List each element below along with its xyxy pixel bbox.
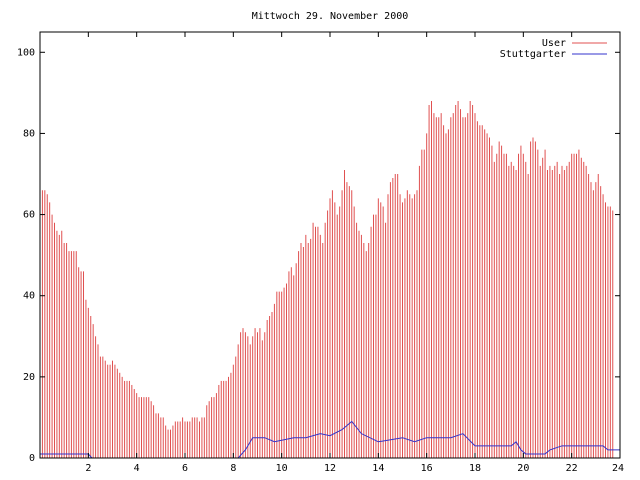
x-tick-label: 12	[324, 463, 336, 474]
y-tick-label: 40	[23, 291, 35, 302]
legend-label-stuttgarter: Stuttgarter	[500, 49, 566, 60]
legend: User Stuttgarter	[500, 38, 607, 60]
y-axis: 0 20 40 60 80 100	[17, 47, 620, 464]
x-tick-label: 24	[612, 463, 624, 474]
chart-title: Mittwoch 29. November 2000	[252, 11, 409, 22]
x-tick-label: 18	[469, 463, 481, 474]
x-axis: 2 4 6 8 10 12 14 16 18 20 22 24	[85, 32, 624, 474]
x-tick-label: 14	[372, 463, 384, 474]
x-tick-label: 10	[276, 463, 288, 474]
stuttgarter-series-line	[40, 420, 620, 459]
x-tick-label: 2	[85, 463, 91, 474]
user-series-impulses	[39, 100, 614, 458]
y-tick-label: 0	[29, 453, 35, 464]
x-tick-label: 4	[134, 463, 140, 474]
x-tick-label: 6	[182, 463, 188, 474]
legend-label-user: User	[542, 38, 566, 49]
x-tick-label: 8	[230, 463, 236, 474]
y-tick-label: 80	[23, 128, 35, 139]
y-tick-label: 20	[23, 372, 35, 383]
x-tick-label: 16	[421, 463, 433, 474]
x-tick-label: 20	[517, 463, 529, 474]
x-tick-label: 22	[566, 463, 578, 474]
stuttgarter-series-line-group	[40, 420, 620, 459]
y-tick-label: 60	[23, 210, 35, 221]
y-tick-label: 100	[17, 47, 35, 58]
